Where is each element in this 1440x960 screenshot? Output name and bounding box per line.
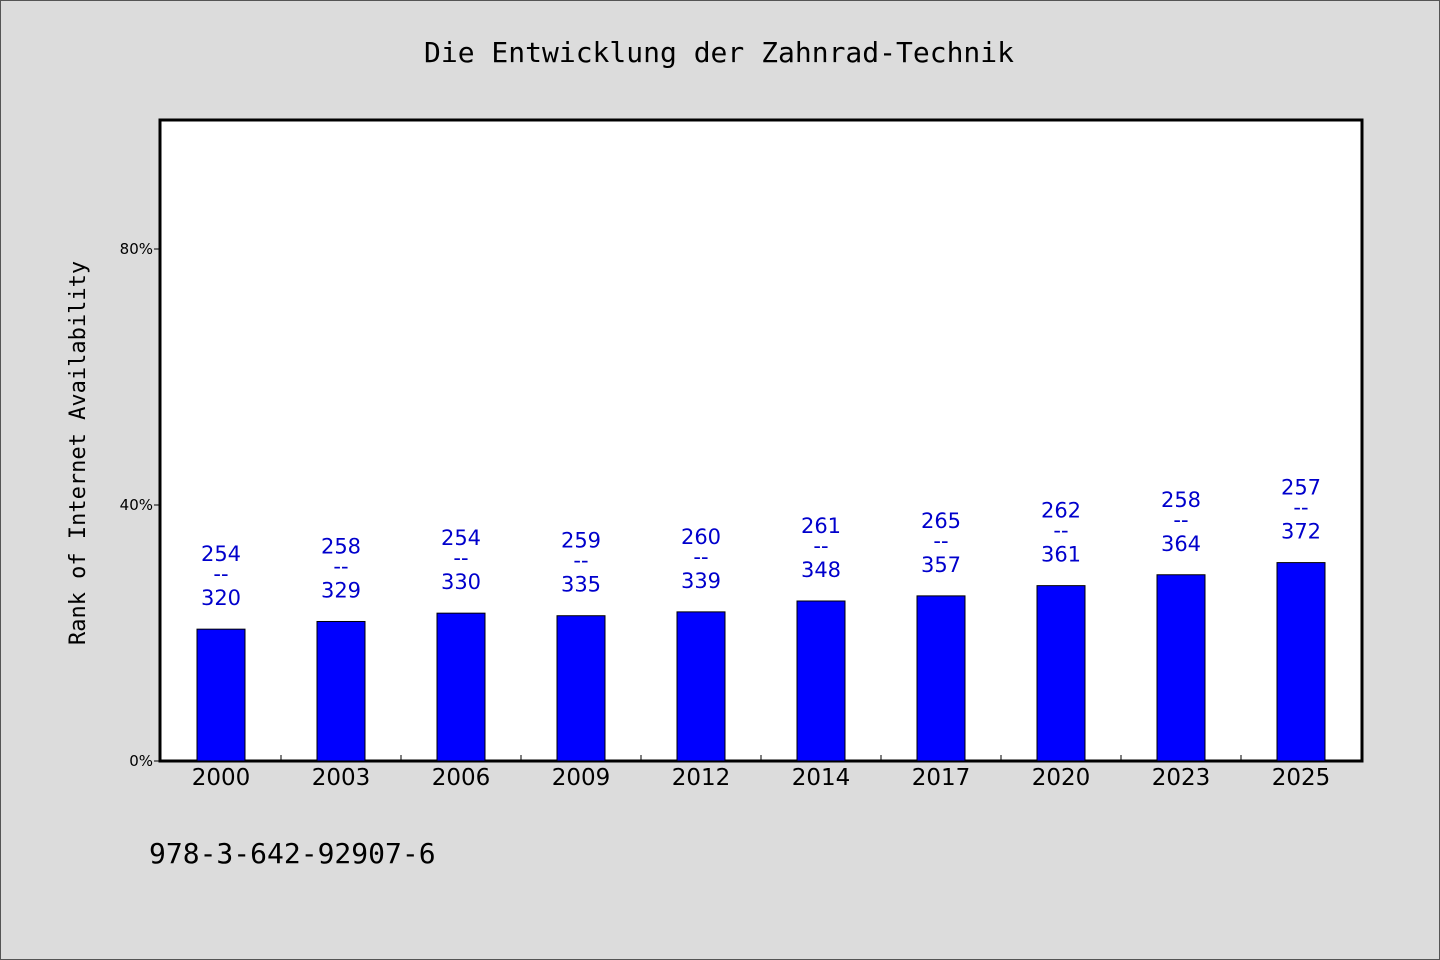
x-tick-label: 2009 xyxy=(552,765,611,791)
data-label-bottom: 339 xyxy=(681,569,721,593)
data-label-separator: -- xyxy=(813,534,828,558)
data-label: 258--329 xyxy=(321,534,361,602)
data-label-bottom: 361 xyxy=(1041,543,1081,567)
data-label: 258--364 xyxy=(1161,488,1201,556)
data-label-separator: -- xyxy=(1173,508,1188,532)
data-label-top: 265 xyxy=(921,509,961,533)
data-label-top: 258 xyxy=(1161,488,1201,512)
y-tick-label: 0% xyxy=(129,752,153,770)
data-label: 259--335 xyxy=(561,529,601,597)
data-label-top: 261 xyxy=(801,514,841,538)
data-label: 265--357 xyxy=(921,509,961,577)
x-tick-label: 2006 xyxy=(432,765,491,791)
data-label-bottom: 348 xyxy=(801,558,841,582)
bar xyxy=(916,595,966,762)
axis-ticks xyxy=(154,248,1242,762)
data-label-separator: -- xyxy=(693,545,708,569)
bar xyxy=(196,628,246,762)
data-label-bottom: 335 xyxy=(561,573,601,597)
data-label-top: 260 xyxy=(681,525,721,549)
x-tick-label: 2025 xyxy=(1272,765,1331,791)
data-label-top: 257 xyxy=(1281,476,1321,500)
bar xyxy=(676,611,726,762)
y-axis-label: Rank of Internet Availability xyxy=(66,261,91,645)
data-label-top: 254 xyxy=(201,542,241,566)
data-label-bottom: 372 xyxy=(1281,520,1321,544)
data-label-bottom: 329 xyxy=(321,578,361,602)
data-label-separator: -- xyxy=(213,562,228,586)
data-label-top: 254 xyxy=(441,526,481,550)
data-label-top: 262 xyxy=(1041,499,1081,523)
data-label: 261--348 xyxy=(801,514,841,582)
data-label-separator: -- xyxy=(453,546,468,570)
bar xyxy=(556,615,606,762)
data-label-separator: -- xyxy=(933,529,948,553)
data-label-separator: -- xyxy=(573,549,588,573)
x-tick-labels: 2000 2003 2006 2009 2012 2014 2017 2020 2023 2025 xyxy=(192,765,1331,791)
y-tick-label: 40% xyxy=(120,496,153,514)
data-label-bottom: 330 xyxy=(441,570,481,594)
y-tick-labels: 0% 40% 80% xyxy=(120,240,153,770)
data-label: 254--330 xyxy=(441,526,481,594)
chart-title: Die Entwicklung der Zahnrad-Technik xyxy=(424,36,1014,69)
data-label-bottom: 357 xyxy=(921,553,961,577)
data-label: 254--320 xyxy=(201,542,241,610)
data-label-bottom: 320 xyxy=(201,586,241,610)
x-tick-label: 2023 xyxy=(1152,765,1211,791)
isbn-text: 978-3-642-92907-6 xyxy=(149,837,436,870)
data-label-separator: -- xyxy=(1053,519,1068,543)
bar xyxy=(1156,574,1206,762)
x-tick-label: 2012 xyxy=(672,765,731,791)
bar xyxy=(796,600,846,762)
x-tick-label: 2000 xyxy=(192,765,251,791)
data-label: 260--339 xyxy=(681,525,721,593)
data-label: 262--361 xyxy=(1041,499,1081,567)
data-label-bottom: 364 xyxy=(1161,532,1201,556)
data-label-separator: -- xyxy=(1293,496,1308,520)
x-tick-label: 2014 xyxy=(792,765,851,791)
bars xyxy=(196,562,1326,762)
data-labels: 254--320258--329254--330259--335260--339… xyxy=(201,476,1321,611)
bar xyxy=(1276,562,1326,762)
bar xyxy=(436,612,486,762)
y-tick-label: 80% xyxy=(120,240,153,258)
data-label: 257--372 xyxy=(1281,476,1321,544)
x-tick-label: 2017 xyxy=(912,765,971,791)
x-tick-label: 2003 xyxy=(312,765,371,791)
bar xyxy=(316,620,366,762)
data-label-top: 258 xyxy=(321,534,361,558)
x-tick-label: 2020 xyxy=(1032,765,1091,791)
data-label-separator: -- xyxy=(333,554,348,578)
bar xyxy=(1036,585,1086,762)
data-label-top: 259 xyxy=(561,529,601,553)
